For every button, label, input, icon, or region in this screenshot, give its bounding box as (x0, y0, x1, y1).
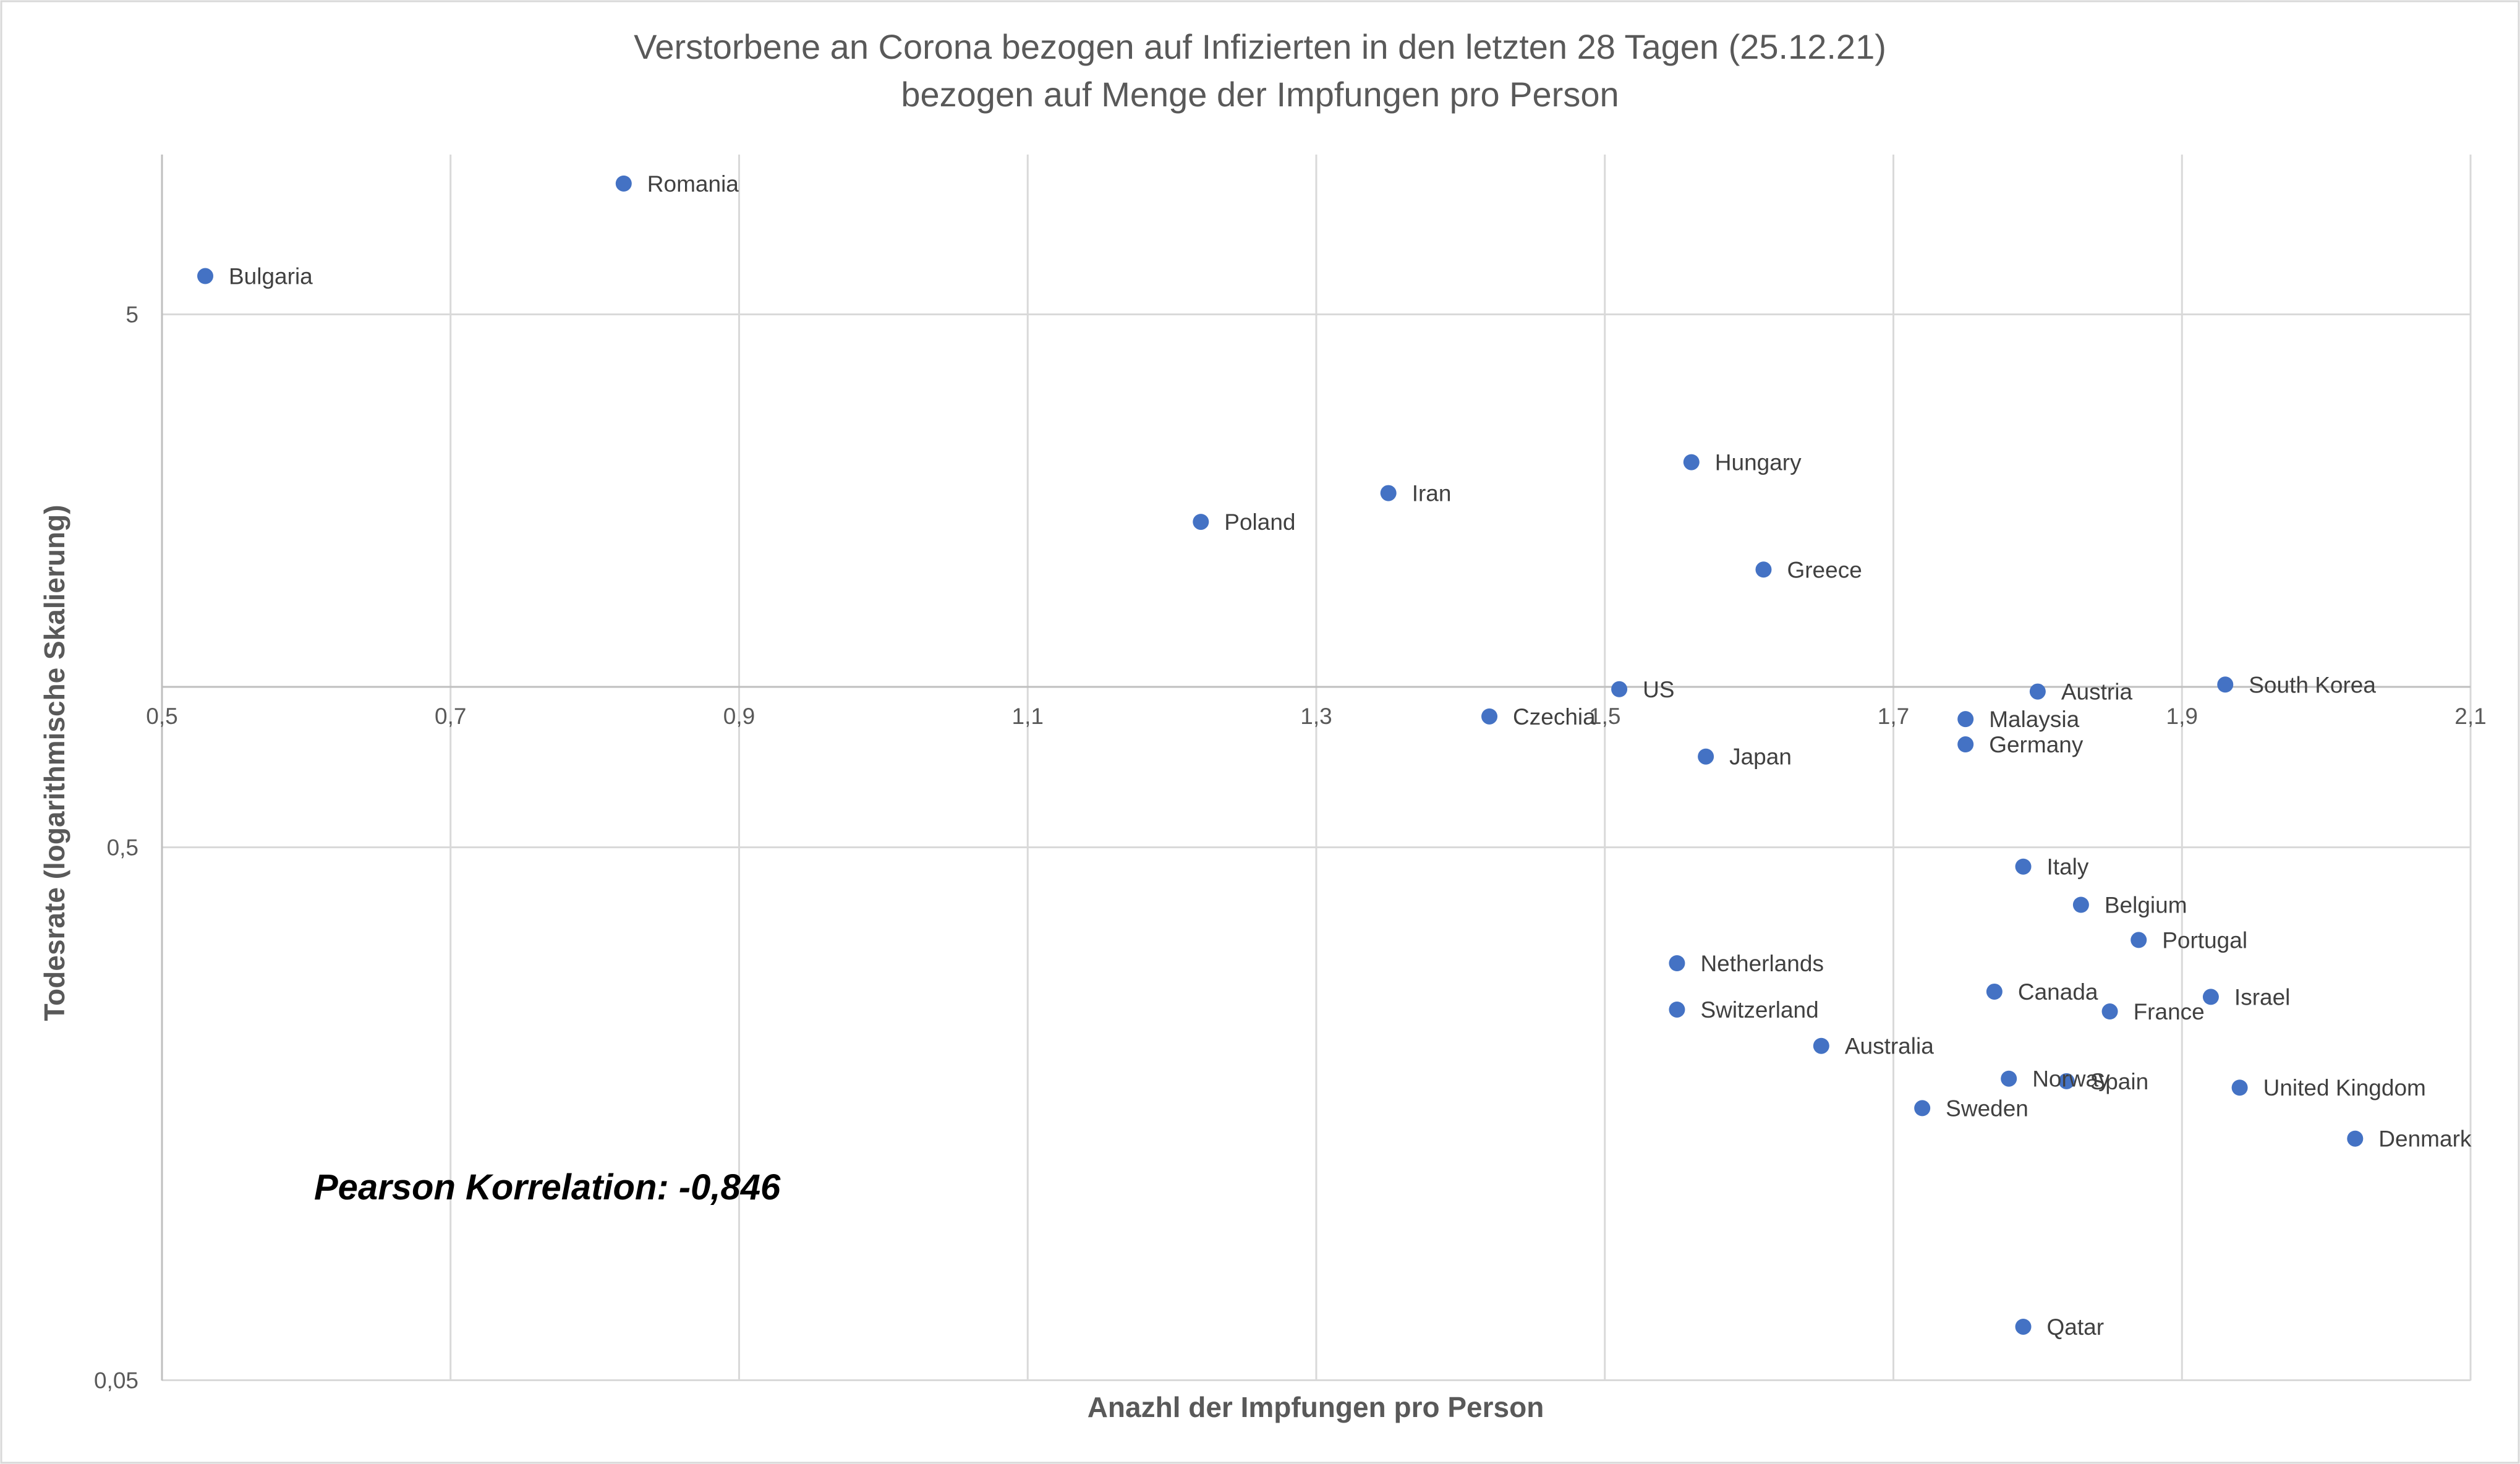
data-point-iran (1380, 485, 1397, 501)
point-label-austria: Austria (2061, 679, 2133, 705)
point-label-australia: Australia (1845, 1034, 1934, 1059)
data-point-switzerland (1669, 1001, 1685, 1018)
y-axis-title: Todesrate (logarithmische Skalierung) (38, 504, 70, 1021)
point-label-norway: Norway (2032, 1066, 2110, 1092)
data-point-greece (1755, 561, 1772, 578)
data-point-malaysia (1957, 711, 1974, 728)
tick-labels: 0,5 0,7 0,9 1,1 1,3 1,5 1,7 1,9 2,1 0,05 0,5 5 (94, 302, 2487, 1393)
point-label-sweden: Sweden (1946, 1096, 2028, 1121)
data-point-portugal (2131, 932, 2147, 948)
x-tick-label: 0,9 (723, 704, 755, 729)
point-label-south-korea: South Korea (2249, 672, 2376, 697)
point-label-switzerland: Switzerland (1700, 997, 1818, 1023)
point-labels: Romania Bulgaria Hungary Iran Poland Greece US… (229, 171, 2472, 1340)
point-label-czechia: Czechia (1513, 704, 1596, 730)
point-label-canada: Canada (2018, 979, 2098, 1005)
point-label-italy: Italy (2047, 854, 2089, 880)
data-point-japan (1698, 748, 1714, 765)
data-point-us (1611, 681, 1628, 697)
data-point-germany (1957, 736, 1974, 753)
point-label-romania: Romania (647, 171, 739, 197)
point-label-denmark: Denmark (2378, 1126, 2472, 1152)
x-tick-label: 0,7 (435, 704, 466, 729)
data-point-italy (2015, 858, 2032, 875)
point-label-iran: Iran (1412, 481, 1452, 506)
point-label-germany: Germany (1989, 732, 2084, 757)
point-label-malaysia: Malaysia (1989, 707, 2079, 732)
x-tick-label: 1,3 (1300, 704, 1332, 729)
point-label-us: US (1643, 677, 1674, 702)
x-tick-label: 1,9 (2166, 704, 2198, 729)
point-label-qatar: Qatar (2047, 1314, 2105, 1340)
y-tick-label: 0,5 (107, 835, 138, 860)
chart-title-line-2: bezogen auf Menge der Impfungen pro Pers… (901, 75, 1619, 114)
data-point-australia (1813, 1037, 1829, 1054)
point-label-spain: Spain (2090, 1069, 2149, 1094)
gridlines (161, 155, 2472, 1381)
point-label-poland: Poland (1224, 509, 1295, 535)
point-label-hungary: Hungary (1715, 450, 1802, 475)
x-tick-label: 1,1 (1012, 704, 1044, 729)
data-point-czechia (1481, 708, 1498, 725)
data-point-norway (2001, 1070, 2017, 1087)
point-label-bulgaria: Bulgaria (229, 264, 313, 289)
x-tick-label: 0,5 (146, 704, 177, 729)
data-point-austria (2029, 683, 2046, 700)
x-axis-title: Anazhl der Impfungen pro Person (1088, 1391, 1544, 1423)
data-point-romania (615, 175, 632, 192)
x-tick-label: 1,5 (1589, 704, 1620, 729)
y-tick-label: 0,05 (94, 1368, 138, 1393)
data-point-poland (1193, 514, 1209, 530)
chart-title-line-1: Verstorbene an Corona bezogen auf Infizi… (634, 27, 1886, 66)
pearson-correlation-annotation: Pearson Korrelation: -0,846 (314, 1167, 781, 1207)
data-point-canada (1986, 983, 2003, 1000)
data-point-netherlands (1669, 955, 1685, 971)
point-label-israel: Israel (2234, 984, 2290, 1010)
point-label-greece: Greece (1787, 557, 1862, 582)
data-point-israel (2202, 989, 2219, 1005)
data-point-bulgaria (197, 268, 214, 284)
point-label-france: France (2134, 999, 2205, 1024)
data-point-spain (2058, 1073, 2075, 1089)
point-label-belgium: Belgium (2105, 893, 2187, 918)
y-tick-label: 5 (126, 302, 138, 327)
data-point-south-korea (2217, 676, 2234, 693)
point-label-netherlands: Netherlands (1700, 951, 1824, 976)
x-tick-label: 1,7 (1878, 704, 1909, 729)
data-point-belgium (2072, 896, 2089, 913)
data-point-united-kingdom (2231, 1079, 2248, 1096)
data-point-qatar (2015, 1318, 2032, 1335)
data-point-denmark (2347, 1130, 2364, 1147)
point-label-japan: Japan (1729, 744, 1792, 770)
data-point-sweden (1914, 1100, 1931, 1117)
point-label-portugal: Portugal (2162, 927, 2247, 953)
x-tick-label: 2,1 (2454, 704, 2486, 729)
data-point-hungary (1683, 454, 1700, 470)
data-points (197, 175, 2364, 1335)
point-label-united-kingdom: United Kingdom (2263, 1075, 2426, 1100)
data-point-france (2101, 1003, 2118, 1020)
